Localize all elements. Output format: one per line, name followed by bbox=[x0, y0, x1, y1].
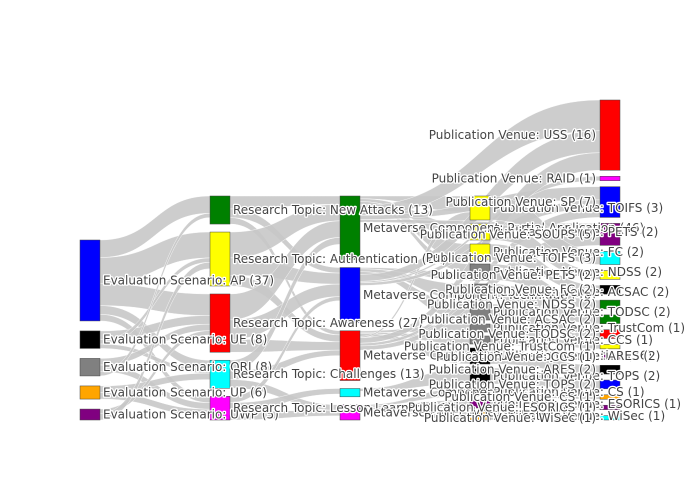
node-label-todsc: Publication Venue: TODSC (2) bbox=[493, 305, 671, 319]
node-na[interactable] bbox=[209, 195, 231, 225]
node-mcsy[interactable] bbox=[339, 388, 361, 398]
node-label-v_wisec: Publication Venue: WiSec (1) bbox=[424, 411, 596, 425]
node-label-mcsy: Metaverse Component: System (6) bbox=[363, 386, 573, 400]
node-ndss[interactable] bbox=[469, 263, 491, 281]
node-label-uss: Publication Venue: USS (16) bbox=[429, 128, 596, 142]
node-up[interactable] bbox=[79, 385, 101, 400]
node-acsac[interactable] bbox=[469, 283, 491, 301]
node-label-qri: Evaluation Scenario: QRI (8) bbox=[103, 360, 272, 374]
node-v_pets[interactable] bbox=[599, 270, 621, 280]
node-label-na: Research Topic: New Attacks (13) bbox=[233, 203, 433, 217]
node-v_fc[interactable] bbox=[599, 285, 621, 295]
node-uwp[interactable] bbox=[79, 408, 101, 421]
node-label-aw: Research Topic: Awareness (27) bbox=[233, 316, 423, 330]
node-label-v_tops: Publication Venue: TOPS (2) bbox=[429, 377, 596, 391]
node-label-mpa: Metaverse Component: Partial Application… bbox=[363, 221, 644, 235]
node-label-pets: Publication Venue: PETS (2) bbox=[493, 225, 658, 239]
node-label-raid: Publication Venue: RAID (1) bbox=[432, 171, 596, 185]
node-label-auth: Research Topic: Authentication (25) bbox=[233, 252, 446, 266]
node-label-ch: Research Topic: Challenges (13) bbox=[233, 367, 425, 381]
node-esorics[interactable] bbox=[469, 399, 491, 409]
node-label-trustcom: Publication Venue: TrustCom (1) bbox=[493, 321, 685, 335]
node-label-cs: Publication Venue: CS (1) bbox=[493, 385, 645, 399]
node-label-v_todsc: Publication Venue: TODSC (2) bbox=[418, 327, 596, 341]
node-label-v_cs: Publication Venue: CS (1) bbox=[444, 390, 596, 404]
node-label-ccs: Publication Venue: CCS (1) bbox=[493, 333, 653, 347]
node-raid[interactable] bbox=[599, 176, 621, 181]
labels-layer: Evaluation Scenario: AP (37) Evaluation S… bbox=[102, 127, 687, 426]
node-label-v_trustcom: Publication Venue: TrustCom (1) bbox=[404, 340, 596, 354]
node-ccs[interactable] bbox=[469, 335, 491, 345]
node-label-uwp: Evaluation Scenario: UWP (5) bbox=[103, 408, 279, 422]
node-wisec[interactable] bbox=[469, 411, 491, 421]
node-label-v_ares: Publication Venue: ARES (2) bbox=[429, 363, 596, 377]
node-v_acsac[interactable] bbox=[599, 314, 621, 324]
node-label-soups: Publication Venue: SOUPS (5) bbox=[420, 227, 596, 241]
node-ap[interactable] bbox=[79, 239, 101, 322]
node-v_tops[interactable] bbox=[599, 379, 621, 390]
node-v_wisec[interactable] bbox=[599, 415, 621, 421]
node-mt[interactable] bbox=[339, 267, 361, 324]
node-mpa[interactable] bbox=[339, 195, 361, 260]
node-v_trustcom[interactable] bbox=[599, 344, 621, 350]
node-tops[interactable] bbox=[469, 367, 491, 385]
node-todsc[interactable] bbox=[469, 303, 491, 321]
node-ch[interactable] bbox=[209, 359, 231, 389]
node-tifs[interactable] bbox=[469, 195, 491, 221]
node-label-v_esorics: Publication Venue: ESORICS (1) bbox=[408, 400, 596, 414]
node-label-ll: Research Topic: Lesson Learned (11) bbox=[233, 401, 452, 415]
node-label-v_ndss: Publication Venue: NDSS (2) bbox=[427, 298, 596, 312]
node-label-v_ccs: Publication Venue: CCS (1) bbox=[436, 350, 596, 364]
node-ares[interactable] bbox=[469, 347, 491, 365]
node-ue[interactable] bbox=[79, 330, 101, 349]
node-label-esorics: Publication Venue: ESORICS (1) bbox=[493, 397, 681, 411]
node-v_ccs[interactable] bbox=[599, 354, 621, 360]
node-cs[interactable] bbox=[469, 387, 491, 397]
node-label-ndss: Publication Venue: NDSS (2) bbox=[493, 265, 662, 279]
node-label-v_acsac: Publication Venue: ACSAC (2) bbox=[420, 312, 596, 326]
node-label-ue: Evaluation Scenario: UE (8) bbox=[103, 333, 267, 347]
node-label-v_fc: Publication Venue: FC (2) bbox=[445, 283, 596, 297]
node-v_esorics[interactable] bbox=[599, 404, 621, 410]
node-label-fc: Publication Venue: FC (2) bbox=[493, 245, 644, 259]
node-label-tops: Publication Venue: TOPS (2) bbox=[493, 369, 660, 383]
node-label-acsac: Publication Venue: ACSAC (2) bbox=[493, 285, 669, 299]
node-fc[interactable] bbox=[469, 243, 491, 261]
node-uss[interactable] bbox=[599, 99, 621, 171]
node-v_tifs[interactable] bbox=[599, 251, 621, 265]
node-label-mcs: Metaverse Component: Security Evaluation… bbox=[363, 349, 652, 363]
node-label-up: Evaluation Scenario: UP (6) bbox=[103, 386, 267, 400]
node-label-mt: Metaverse Component: Technique (40) bbox=[363, 288, 596, 302]
node-label-tifs: Publication Venue: TOIFS (3) bbox=[493, 201, 663, 215]
node-label-v_tifs: Publication Venue: TOIFS (3) bbox=[426, 251, 596, 265]
node-ll[interactable] bbox=[209, 396, 231, 421]
node-v_todsc[interactable] bbox=[599, 329, 621, 339]
node-mcs[interactable] bbox=[339, 330, 361, 381]
node-auth[interactable] bbox=[209, 231, 231, 287]
node-label-mpm: Metaverse Paper Type: Model (11) bbox=[363, 405, 567, 419]
node-label-ares: Publication Venue: ARES (2) bbox=[493, 349, 660, 363]
node-soups[interactable] bbox=[599, 223, 621, 246]
node-v_cs[interactable] bbox=[599, 394, 621, 400]
node-label-wisec: Publication Venue: WiSec (1) bbox=[493, 409, 665, 423]
node-v_ndss[interactable] bbox=[599, 299, 621, 310]
node-label-ap: Evaluation Scenario: AP (37) bbox=[103, 273, 274, 287]
node-sp[interactable] bbox=[599, 186, 621, 218]
node-pets[interactable] bbox=[469, 223, 491, 241]
node-v_ares[interactable] bbox=[599, 365, 621, 375]
nodes-layer bbox=[79, 99, 621, 421]
node-aw[interactable] bbox=[209, 293, 231, 353]
node-qri[interactable] bbox=[79, 358, 101, 377]
node-mpm[interactable] bbox=[339, 404, 361, 421]
node-trustcom[interactable] bbox=[469, 323, 491, 333]
node-label-sp: Publication Venue: SP (7) bbox=[446, 195, 596, 209]
node-label-v_pets: Publication Venue: PETS (2) bbox=[431, 268, 596, 282]
